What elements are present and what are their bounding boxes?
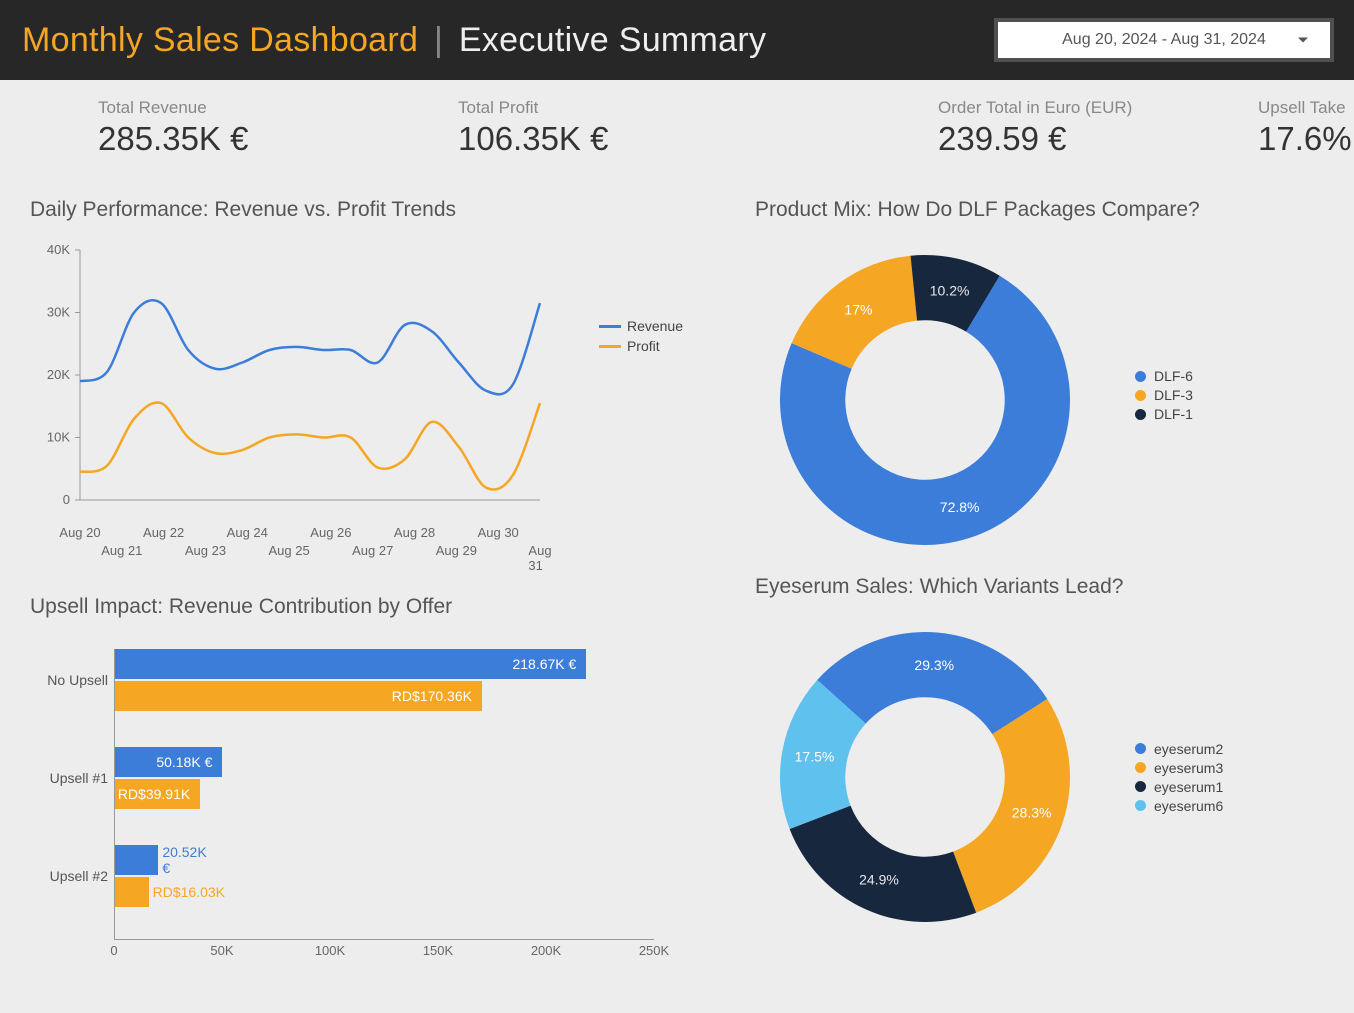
- bar: RD$170.36K: [114, 681, 482, 711]
- kpi-card: Upsell Take 17.6%: [1258, 98, 1352, 158]
- donut1-title: Product Mix: How Do DLF Packages Compare…: [755, 198, 1324, 222]
- kpi-label: Order Total in Euro (EUR): [938, 98, 1258, 118]
- dashboard-header: Monthly Sales Dashboard | Executive Summ…: [0, 0, 1354, 80]
- bar-chart-panel: Upsell Impact: Revenue Contribution by O…: [30, 595, 695, 967]
- legend-item: Profit: [599, 338, 683, 354]
- slice-label: 29.3%: [914, 657, 954, 673]
- bar-category-label: Upsell #1: [38, 770, 108, 786]
- legend-item: eyeserum1: [1135, 779, 1223, 795]
- bar-group: Upsell #220.52K €RD$16.03K: [114, 845, 654, 907]
- legend-item: Revenue: [599, 318, 683, 334]
- dashboard-title: Monthly Sales Dashboard | Executive Summ…: [22, 21, 766, 60]
- bar: 50.18K €: [114, 747, 222, 777]
- donut1-chart: 72.8% 17% 10.2%: [755, 240, 1095, 550]
- donut1-legend: DLF-6 DLF-3 DLF-1: [1135, 365, 1193, 425]
- kpi-value: 285.35K €: [98, 120, 458, 158]
- donut2-chart: 29.3% 28.3% 24.9% 17.5%: [755, 617, 1095, 937]
- legend-item: DLF-6: [1135, 368, 1193, 384]
- slice-label: 17%: [844, 301, 872, 317]
- kpi-card: Order Total in Euro (EUR) 239.59 €: [938, 98, 1258, 158]
- bar-chart: No Upsell218.67K €RD$170.36K Upsell #150.…: [114, 649, 654, 967]
- bar: RD$16.03K: [114, 877, 149, 907]
- donut2-title: Eyeserum Sales: Which Variants Lead?: [755, 575, 1324, 599]
- kpi-label: Total Revenue: [98, 98, 458, 118]
- bar: RD$39.91K: [114, 779, 200, 809]
- line-chart-title: Daily Performance: Revenue vs. Profit Tr…: [30, 198, 695, 222]
- date-range-picker[interactable]: Aug 20, 2024 - Aug 31, 2024: [994, 18, 1334, 62]
- bar-group: Upsell #150.18K €RD$39.91K: [114, 747, 654, 809]
- legend-item: eyeserum6: [1135, 798, 1223, 814]
- slice-label: 72.8%: [940, 499, 980, 515]
- slice-label: 28.3%: [1012, 805, 1052, 821]
- kpi-label: Total Profit: [458, 98, 818, 118]
- slice-label: 24.9%: [859, 872, 899, 888]
- slice-label: 17.5%: [795, 749, 835, 765]
- svg-text:10K: 10K: [47, 430, 70, 445]
- legend-item: eyeserum3: [1135, 760, 1223, 776]
- bar: 218.67K €: [114, 649, 586, 679]
- bar-category-label: Upsell #2: [38, 868, 108, 884]
- bar: 20.52K €: [114, 845, 158, 875]
- line-chart: 0 10K 20K 30K 40K: [30, 240, 560, 520]
- bar-chart-title: Upsell Impact: Revenue Contribution by O…: [30, 595, 695, 619]
- kpi-value: 106.35K €: [458, 120, 818, 158]
- kpi-value: 239.59 €: [938, 120, 1258, 158]
- kpi-card: Total Profit 106.35K €: [458, 98, 818, 158]
- kpi-card: [818, 98, 938, 158]
- bar-group: No Upsell218.67K €RD$170.36K: [114, 649, 654, 711]
- title-part-1: Monthly Sales Dashboard: [22, 21, 418, 59]
- legend-item: DLF-1: [1135, 406, 1193, 422]
- donut2-legend: eyeserum2 eyeserum3 eyeserum1 eyeserum6: [1135, 738, 1223, 817]
- svg-text:0: 0: [63, 492, 70, 507]
- donut2-panel: Eyeserum Sales: Which Variants Lead? 29.…: [755, 575, 1324, 967]
- kpi-label: Upsell Take: [1258, 98, 1352, 118]
- line-chart-legend: Revenue Profit: [599, 318, 683, 358]
- line-series: [80, 300, 540, 394]
- kpi-card: Total Revenue 285.35K €: [98, 98, 458, 158]
- donut1-panel: Product Mix: How Do DLF Packages Compare…: [755, 198, 1324, 565]
- date-range-value: Aug 20, 2024 - Aug 31, 2024: [1062, 31, 1266, 49]
- line-chart-x-axis: Aug 20Aug 22Aug 24Aug 26Aug 28Aug 30Aug …: [80, 525, 540, 565]
- slice-label: 10.2%: [930, 282, 970, 298]
- title-part-2: Executive Summary: [459, 21, 766, 59]
- line-series: [80, 402, 540, 489]
- bar-category-label: No Upsell: [38, 672, 108, 688]
- kpi-row: Total Revenue 285.35K €Total Profit 106.…: [0, 80, 1354, 158]
- legend-item: eyeserum2: [1135, 741, 1223, 757]
- donut-slice: [790, 806, 976, 922]
- line-chart-panel: Daily Performance: Revenue vs. Profit Tr…: [30, 198, 695, 565]
- svg-text:20K: 20K: [47, 367, 70, 382]
- svg-text:30K: 30K: [47, 305, 70, 320]
- kpi-value: 17.6%: [1258, 120, 1352, 158]
- legend-item: DLF-3: [1135, 387, 1193, 403]
- svg-text:40K: 40K: [47, 242, 70, 257]
- chevron-down-icon: [1298, 38, 1308, 43]
